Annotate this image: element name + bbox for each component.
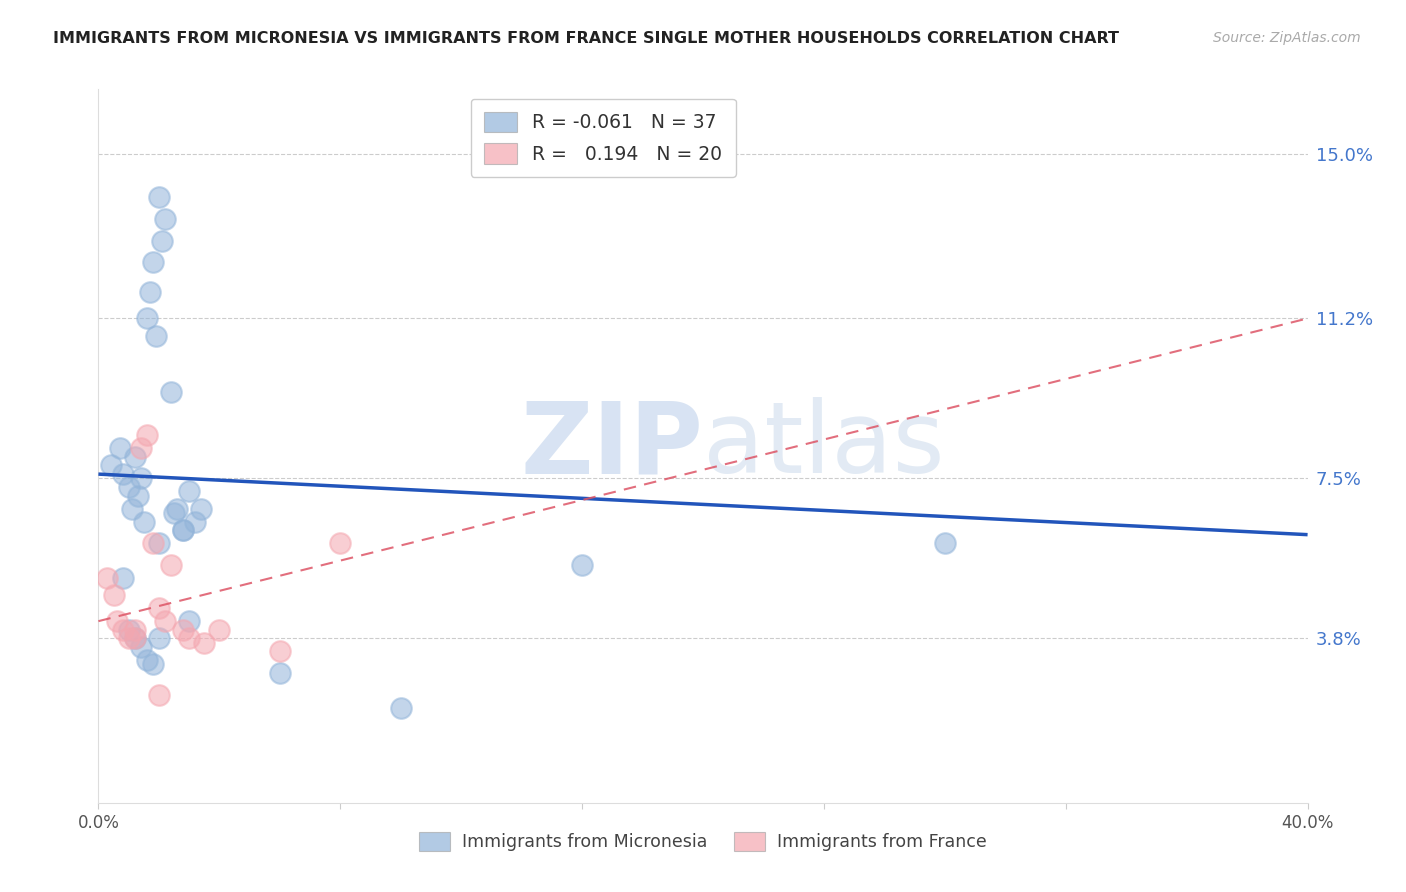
Point	[135, 311, 157, 326]
Point	[124, 632, 146, 646]
Point	[184, 515, 207, 529]
Point	[142, 255, 165, 269]
Point	[124, 632, 146, 646]
Point	[179, 614, 201, 628]
Point	[129, 441, 152, 455]
Point	[934, 536, 956, 550]
Point	[172, 524, 194, 538]
Point	[118, 623, 141, 637]
Point	[142, 657, 165, 672]
Point	[166, 501, 188, 516]
Text: atlas: atlas	[703, 398, 945, 494]
Point	[150, 234, 173, 248]
Point	[111, 571, 134, 585]
Point	[179, 484, 201, 499]
Point	[389, 700, 412, 714]
Point	[172, 524, 194, 538]
Text: Source: ZipAtlas.com: Source: ZipAtlas.com	[1213, 31, 1361, 45]
Point	[135, 653, 157, 667]
Point	[148, 688, 170, 702]
Point	[121, 501, 143, 516]
Point	[111, 467, 134, 482]
Point	[124, 450, 146, 464]
Point	[145, 328, 167, 343]
Point	[129, 471, 152, 485]
Point	[142, 536, 165, 550]
Point	[103, 588, 125, 602]
Point	[108, 441, 131, 455]
Text: ZIP: ZIP	[520, 398, 703, 494]
Point	[148, 632, 170, 646]
Point	[269, 666, 291, 681]
Point	[172, 623, 194, 637]
Point	[148, 601, 170, 615]
Point	[269, 644, 291, 658]
Text: IMMIGRANTS FROM MICRONESIA VS IMMIGRANTS FROM FRANCE SINGLE MOTHER HOUSEHOLDS CO: IMMIGRANTS FROM MICRONESIA VS IMMIGRANTS…	[53, 31, 1119, 46]
Point	[208, 623, 231, 637]
Point	[129, 640, 152, 654]
Point	[135, 428, 157, 442]
Point	[163, 506, 186, 520]
Point	[96, 571, 118, 585]
Point	[139, 285, 162, 300]
Legend: Immigrants from Micronesia, Immigrants from France: Immigrants from Micronesia, Immigrants f…	[409, 822, 997, 862]
Point	[148, 190, 170, 204]
Point	[148, 536, 170, 550]
Point	[100, 458, 122, 473]
Point	[160, 558, 183, 572]
Point	[124, 623, 146, 637]
Point	[193, 636, 215, 650]
Point	[179, 632, 201, 646]
Point	[571, 558, 593, 572]
Point	[153, 614, 176, 628]
Point	[111, 623, 134, 637]
Point	[329, 536, 352, 550]
Point	[118, 480, 141, 494]
Point	[160, 384, 183, 399]
Point	[118, 632, 141, 646]
Point	[132, 515, 155, 529]
Point	[153, 211, 176, 226]
Point	[127, 489, 149, 503]
Point	[105, 614, 128, 628]
Point	[190, 501, 212, 516]
